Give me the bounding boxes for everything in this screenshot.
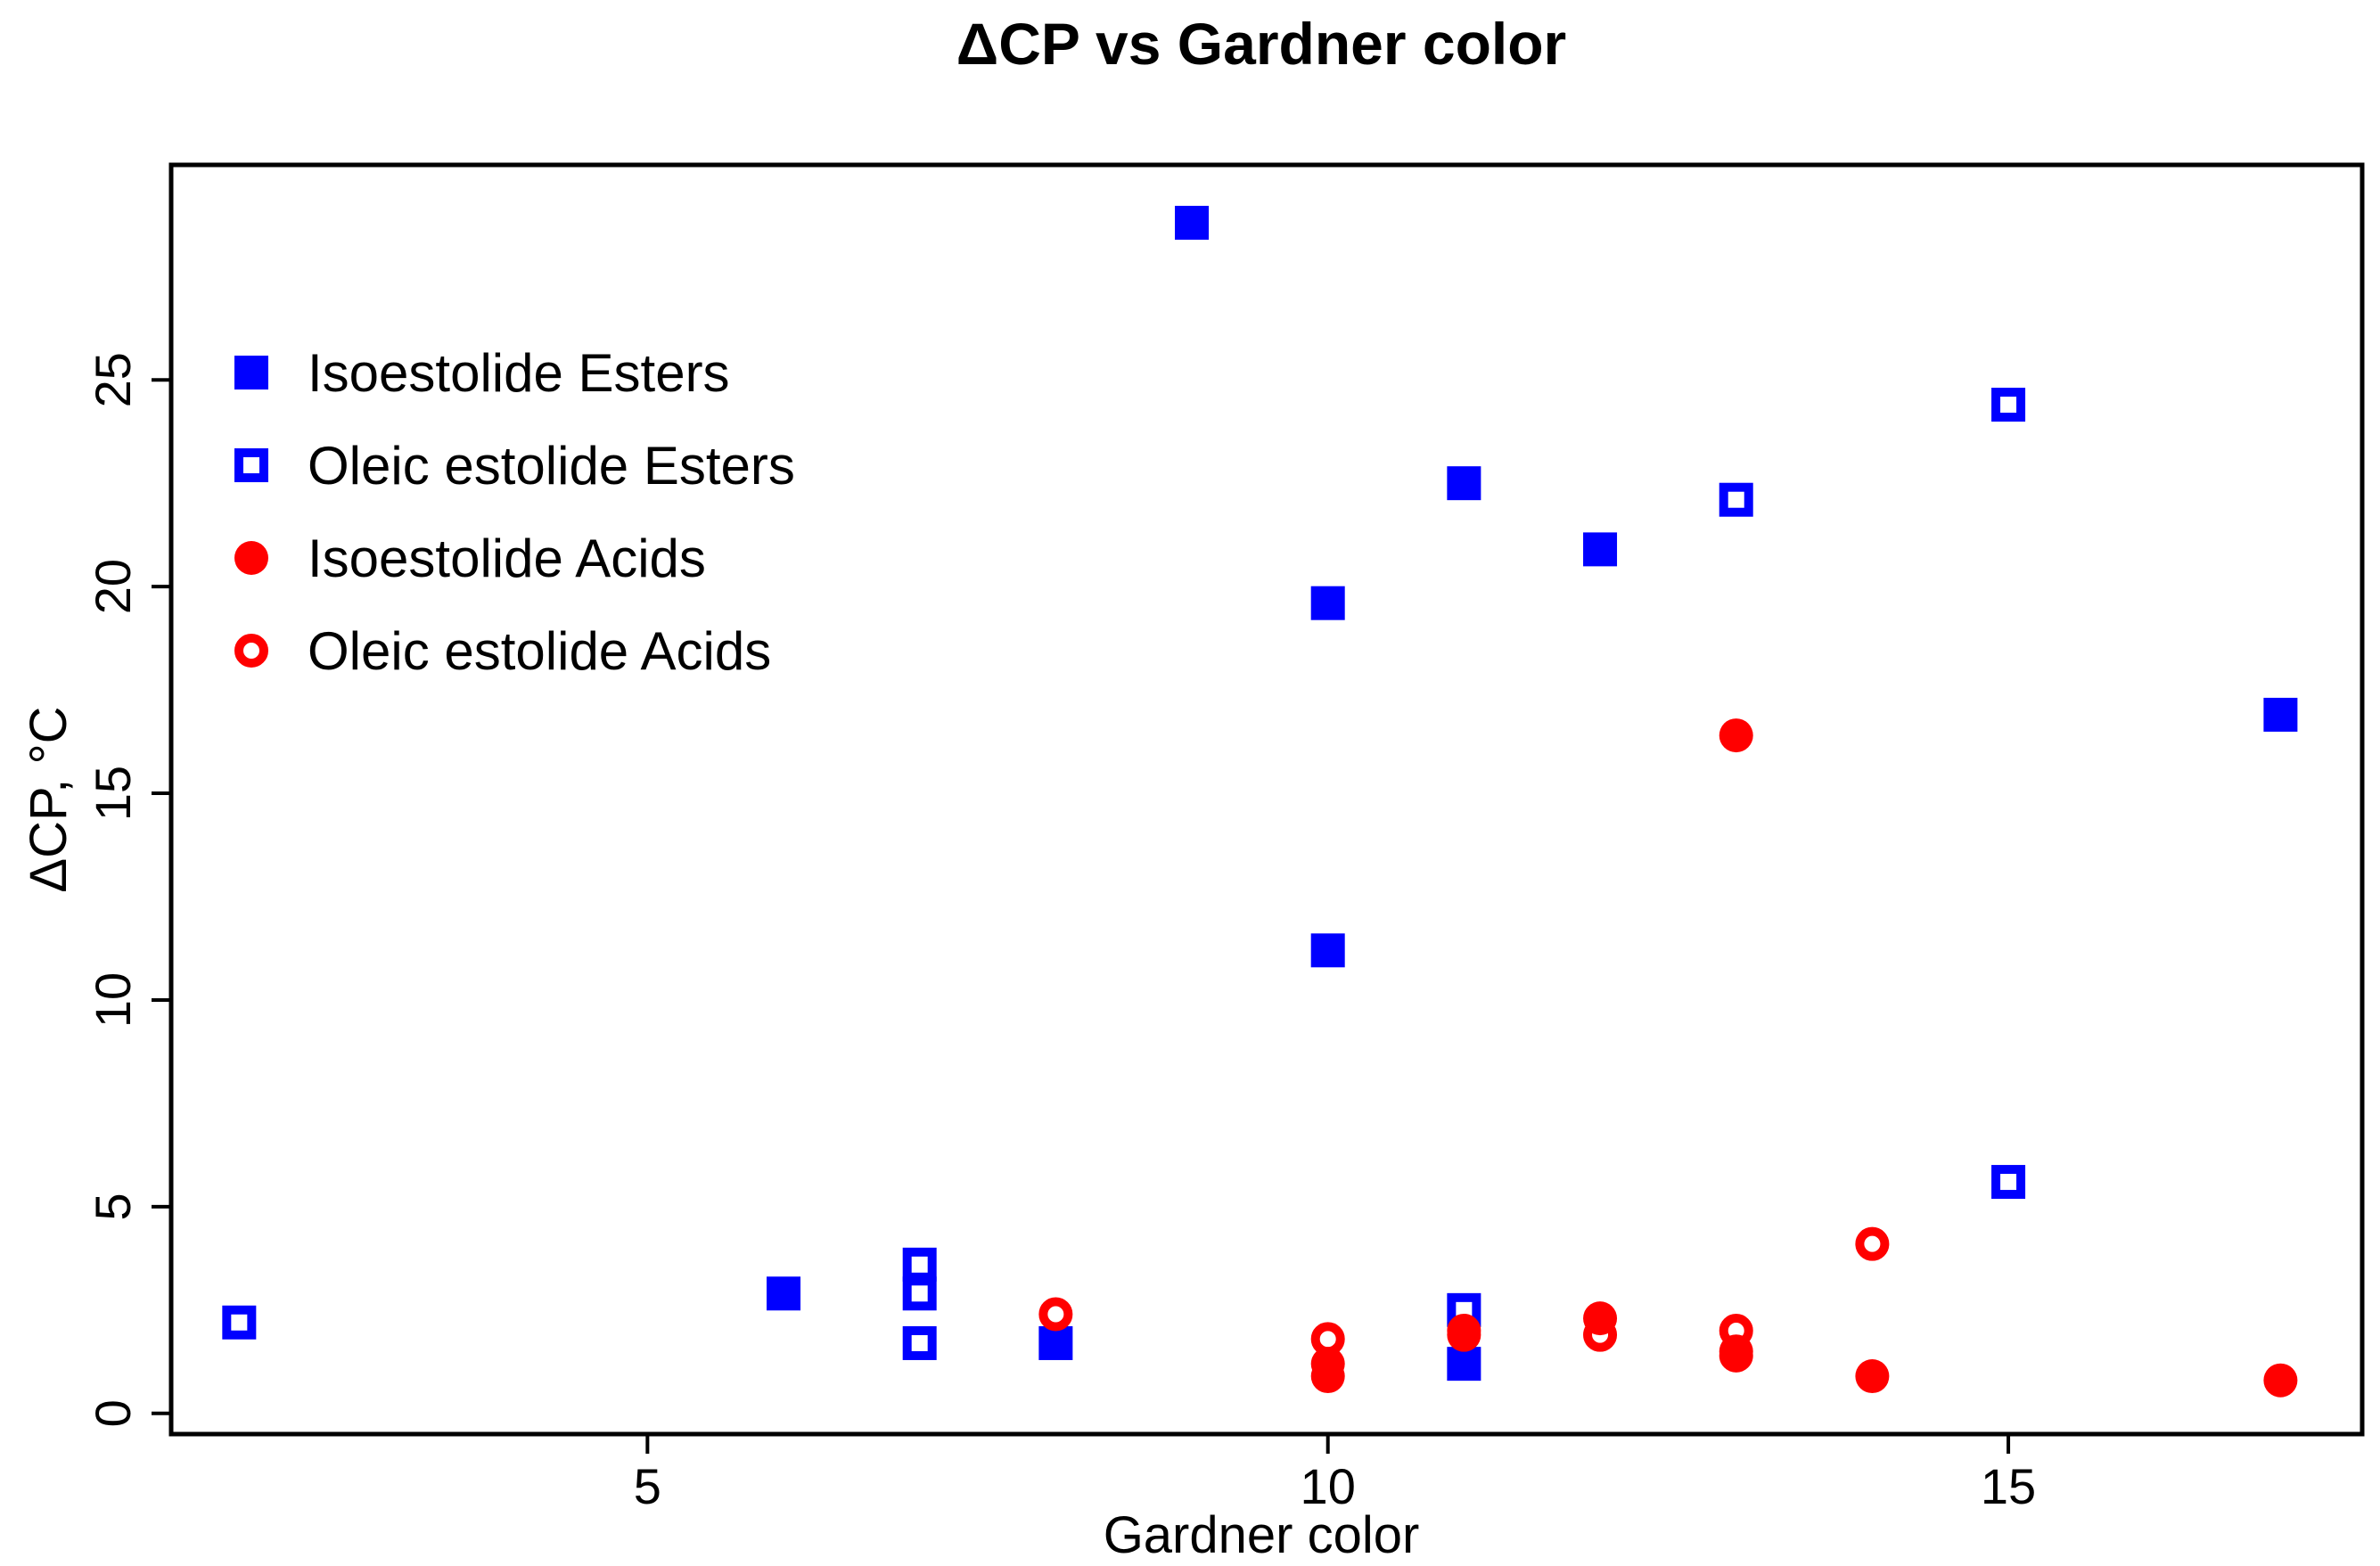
legend-marker: [234, 634, 268, 668]
y-axis: 0 5 10 15 20 25: [85, 352, 171, 1427]
legend-label: Isoestolide Acids: [308, 529, 706, 588]
data-point: [1719, 482, 1753, 517]
data-point: [1991, 388, 2026, 422]
data-point: [1175, 205, 1210, 240]
y-tick-label: 15: [85, 766, 141, 821]
chart-title: ΔCP vs Gardner color: [956, 11, 1566, 77]
data-point: [222, 1305, 257, 1340]
data-point: [1855, 1226, 1890, 1261]
x-tick-label: 5: [634, 1458, 661, 1514]
legend-item: Isoestolide Acids: [234, 529, 706, 588]
y-tick-label: 10: [85, 972, 141, 1028]
data-point: [1583, 1317, 1618, 1352]
x-axis-label: Gardner color: [1104, 1506, 1420, 1564]
data-point: [1991, 1165, 2026, 1200]
legend-label: Isoestolide Esters: [308, 343, 730, 403]
data-point: [2263, 697, 2298, 732]
data-point: [1447, 1347, 1481, 1382]
legend-label: Oleic estolide Acids: [308, 621, 771, 681]
plot-frame: [168, 162, 2365, 1437]
legend-item: Oleic estolide Acids: [234, 621, 771, 681]
plot-area: 5 10 15 0 5 10 15 20 25: [85, 162, 2365, 1514]
data-point: [1719, 1338, 1753, 1373]
data-point: [902, 1247, 937, 1282]
legend-marker: [234, 448, 268, 482]
data-point: [1310, 586, 1345, 620]
legend-marker: [234, 356, 268, 389]
data-point: [767, 1276, 801, 1311]
y-tick-label: 0: [85, 1399, 141, 1427]
data-point: [1038, 1297, 1073, 1332]
legend-label: Oleic estolide Esters: [308, 436, 795, 496]
legend-marker: [234, 541, 268, 575]
series-circle-open: [1038, 1226, 1890, 1373]
data-point: [2263, 1363, 2298, 1398]
data-point: [1719, 718, 1753, 753]
x-tick-label: 15: [1981, 1458, 2036, 1514]
legend-item: Isoestolide Esters: [234, 343, 730, 403]
data-points: [222, 205, 2298, 1398]
data-point: [1583, 532, 1618, 567]
data-point: [1310, 1322, 1345, 1357]
x-tick-label: 10: [1301, 1458, 1356, 1514]
series-square-open: [222, 388, 2026, 1360]
legend: Isoestolide Esters Oleic estolide Esters I…: [234, 343, 795, 681]
y-tick-label: 5: [85, 1193, 141, 1220]
data-point: [902, 1276, 937, 1311]
data-point: [1038, 1325, 1073, 1360]
x-axis: 5 10 15: [634, 1434, 2036, 1514]
y-axis-label: ΔCP, °C: [20, 706, 78, 892]
data-point: [1310, 933, 1345, 968]
data-point: [1855, 1359, 1890, 1394]
data-point: [1310, 1347, 1345, 1382]
legend-item: Oleic estolide Esters: [234, 436, 795, 496]
y-tick-label: 25: [85, 352, 141, 407]
series-square-filled: [767, 205, 2298, 1382]
y-tick-label: 20: [85, 559, 141, 614]
data-point: [902, 1325, 937, 1360]
data-point: [1447, 1314, 1481, 1349]
data-point: [1447, 466, 1481, 501]
